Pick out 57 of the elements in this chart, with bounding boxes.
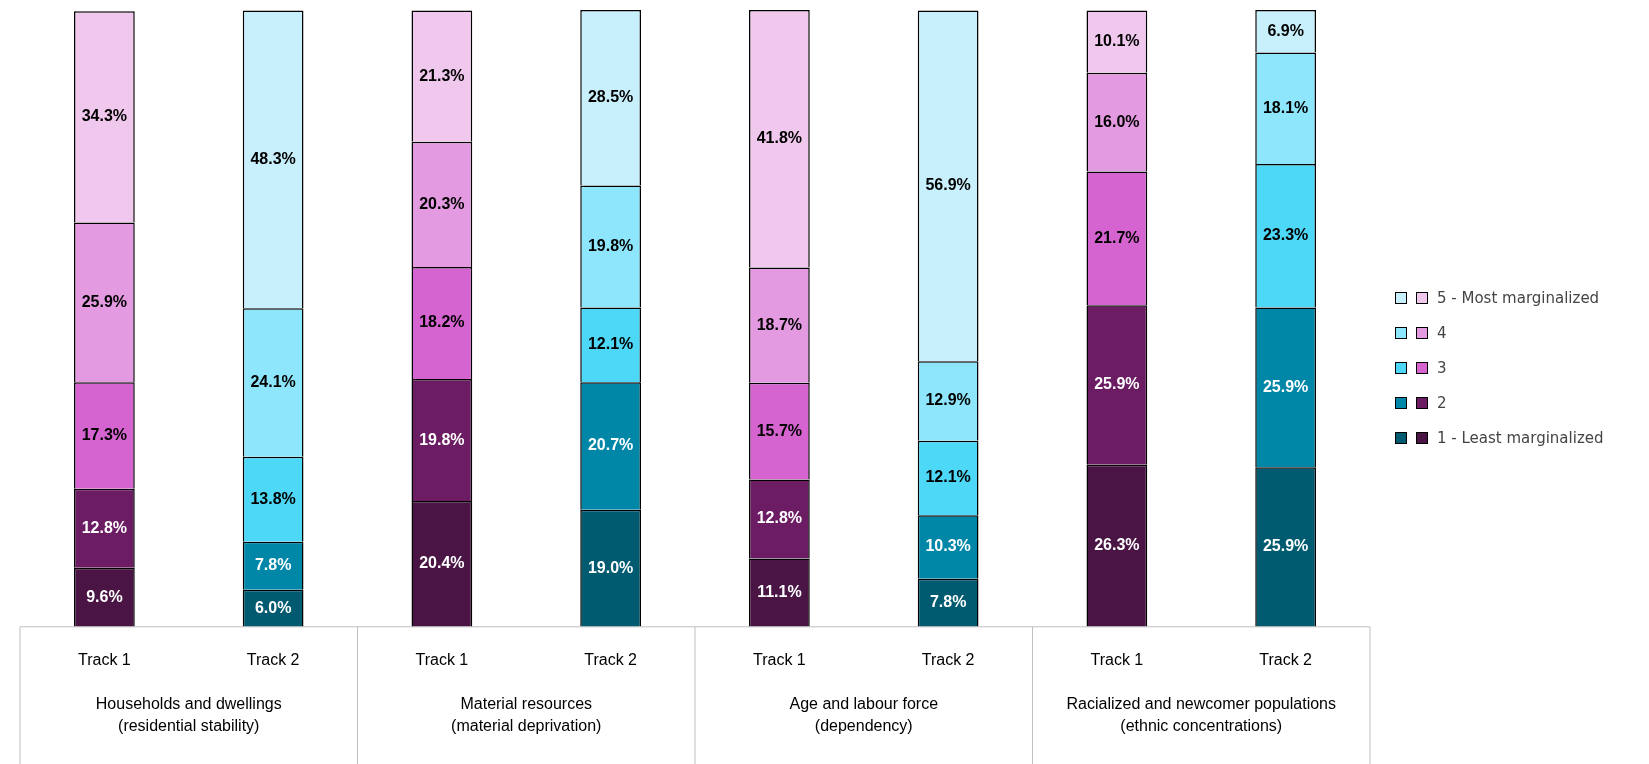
data-label: 56.9% [925,176,971,194]
legend-label: 4 [1436,322,1448,344]
x-tick-label: Track 2 [1259,650,1313,668]
data-label: 20.4% [419,554,465,572]
data-label: 6.0% [254,598,292,616]
data-label: 7.8% [254,556,292,574]
data-label: 12.1% [587,335,634,353]
text: Age and labour force (dependency) [789,695,939,735]
data-label: 17.3% [81,425,128,443]
data-label: 24.1% [250,372,296,390]
data-label: 19.8% [419,430,465,448]
data-label: 25.9% [1262,377,1309,395]
x-tick-label: Track 2 [921,650,975,668]
data-label: 10.3% [925,537,971,555]
x-tick-label: Track 1 [1090,650,1144,668]
x-tick-label: Track 2 [246,650,300,668]
data-label: 25.9% [1094,375,1140,393]
data-label: 9.6% [86,587,123,605]
data-label: 7.8% [929,593,967,611]
legend-label: 2 [1436,392,1448,414]
data-label: 20.7% [587,436,634,454]
text: Material resources (material deprivation) [451,695,602,735]
data-label: 19.8% [587,237,634,255]
data-label: 16.0% [1094,112,1140,130]
text: Households and dwellings (residential stability) [95,695,282,735]
data-label: 18.7% [756,315,803,333]
data-label: 25.9% [81,292,128,310]
data-label: 28.5% [587,88,634,106]
data-label: 23.3% [1262,226,1309,244]
legend-label: 3 [1436,357,1448,379]
legend-label: 5 - Most marginalized [1436,287,1601,309]
data-label: 21.7% [1094,228,1140,246]
data-label: 19.0% [587,558,634,576]
text: Racialized and newcomer populations (ethnic concentrations) [1066,695,1336,735]
data-label: 6.9% [1267,21,1304,39]
data-label: 13.8% [250,489,296,507]
data-label: 12.1% [925,468,971,486]
data-label: 18.2% [419,313,465,331]
data-label: 15.7% [756,421,803,439]
x-tick-label: Track 2 [584,650,638,668]
x-tick-label: Track 1 [78,650,131,668]
data-label: 18.1% [1262,98,1309,116]
x-tick-label: Track 1 [415,650,469,668]
data-label: 34.3% [81,107,128,125]
data-label: 10.1% [1094,32,1140,50]
data-label: 48.3% [250,149,296,167]
data-label: 26.3% [1094,536,1140,554]
x-tick-label: Track 1 [753,650,806,668]
data-label: 12.9% [925,391,971,409]
data-label: 11.1% [757,583,802,601]
data-label: 25.9% [1262,537,1309,555]
data-label: 12.8% [756,509,803,527]
data-label: 41.8% [756,129,803,147]
data-label: 12.8% [81,518,128,536]
data-label: 20.3% [419,194,465,212]
data-label: 21.3% [419,66,465,84]
legend-label: 1 - Least marginalized [1436,427,1604,449]
